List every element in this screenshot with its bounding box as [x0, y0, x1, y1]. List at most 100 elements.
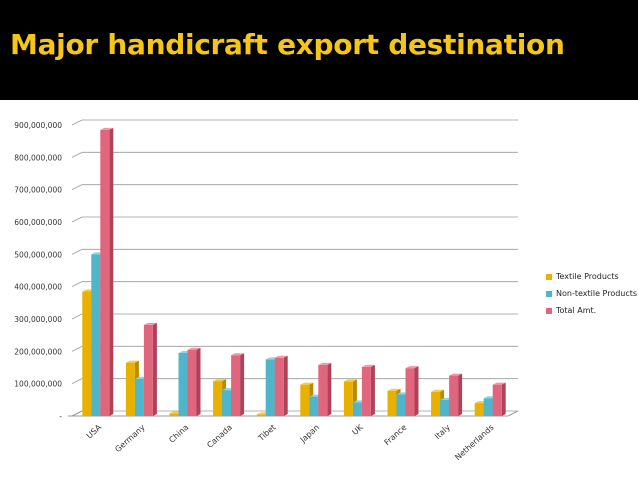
bar-front — [449, 375, 459, 416]
bar-front — [318, 364, 328, 416]
bar-side — [327, 362, 332, 416]
bar-total-amt--netherlands — [492, 382, 506, 416]
bar-front — [125, 362, 135, 416]
x-category-label: France — [383, 423, 409, 448]
bar-side — [458, 373, 463, 416]
bar-top — [187, 347, 201, 350]
bar-front — [300, 384, 310, 416]
bar-top — [387, 388, 401, 391]
y-tick-label: 700,000,000 — [14, 186, 62, 195]
bar-front — [431, 391, 441, 416]
y-tick-label: 200,000,000 — [14, 347, 62, 356]
y-tick-label: 800,000,000 — [14, 153, 62, 162]
y-tick-label: 600,000,000 — [14, 218, 62, 227]
x-category-label: Japan — [298, 423, 321, 445]
gridline-depth — [71, 313, 83, 320]
slide-title: Major handicraft export destination — [10, 28, 565, 61]
bar-front — [343, 381, 353, 416]
x-category-label: Italy — [433, 423, 452, 441]
bar-total-amt--germany — [143, 322, 157, 416]
bar-total-amt--italy — [449, 373, 463, 416]
bar-front — [169, 413, 179, 416]
bar-side — [370, 364, 375, 416]
legend-swatch — [546, 273, 552, 280]
bar-front — [82, 291, 92, 416]
bar-front — [256, 414, 266, 416]
bar-top — [143, 322, 157, 325]
gridline-depth — [71, 378, 83, 385]
bar-front — [387, 390, 397, 416]
gridline-depth — [71, 281, 83, 288]
gridline-depth — [71, 119, 83, 126]
bar-top — [125, 360, 139, 363]
bar-top — [300, 382, 314, 385]
y-tick-label: 400,000,000 — [14, 283, 62, 292]
bar-top — [343, 379, 357, 382]
gridline-depth — [71, 216, 83, 223]
bar-front — [396, 394, 406, 416]
x-category-label: Canada — [205, 423, 234, 450]
bar-top — [231, 353, 245, 356]
bar-front — [474, 403, 484, 416]
legend-item: Non-textile Products — [546, 285, 637, 302]
x-category-label: Germany — [113, 423, 147, 454]
bar-top — [274, 355, 288, 358]
bar-side — [109, 127, 114, 416]
y-tick-label: 300,000,000 — [14, 315, 62, 324]
gridline-depth — [71, 345, 83, 352]
legend-label: Non-textile Products — [556, 289, 638, 298]
y-axis-tick-labels: - 100,000,000 200,000,000 300,000,000 400,00… — [14, 121, 62, 421]
bar-side — [283, 355, 288, 416]
legend-label: Textile Products — [556, 272, 619, 281]
bar-top — [431, 389, 445, 392]
bar-top — [100, 127, 114, 130]
bar-top — [492, 382, 506, 385]
bar-front — [91, 254, 101, 416]
x-axis-category-labels: USA Germany China Canada Tibet Japan UK France I… — [85, 422, 496, 462]
bar-top — [213, 379, 227, 382]
bar-front — [352, 402, 362, 416]
bar-total-amt--uk — [361, 364, 375, 416]
y-tick-label: 500,000,000 — [14, 250, 62, 259]
x-category-label: USA — [85, 422, 104, 440]
x-category-label: Tibet — [256, 423, 278, 444]
y-tick-label: 100,000,000 — [14, 380, 62, 389]
bar-side — [414, 366, 419, 416]
gridline-depth — [71, 410, 83, 417]
bar-top — [318, 362, 332, 365]
chart-legend: Textile Products Non-textile Products Tota… — [546, 268, 637, 319]
bar-total-amt--canada — [231, 353, 245, 416]
bar-front — [274, 357, 284, 416]
legend-label: Total Amt. — [556, 306, 597, 315]
bar-total-amt--china — [187, 347, 201, 416]
legend-swatch — [546, 307, 552, 314]
bar-front — [361, 366, 371, 416]
legend-item: Textile Products — [546, 268, 637, 285]
bar-front — [231, 355, 241, 416]
bar-total-amt--france — [405, 366, 419, 416]
bar-top — [361, 364, 375, 367]
bar-front — [440, 399, 450, 416]
x-category-label: UK — [350, 422, 365, 437]
bar-side — [152, 322, 157, 416]
bar-total-amt--japan — [318, 362, 332, 416]
title-bar: Major handicraft export destination — [0, 0, 638, 100]
bar-front — [265, 359, 275, 416]
x-category-label: China — [167, 423, 190, 445]
bar-front — [100, 129, 110, 416]
chart-bars — [82, 127, 506, 416]
x-category-label: Netherlands — [453, 423, 495, 462]
bar-side — [501, 382, 506, 416]
gridline-depth — [71, 151, 83, 158]
bar-side — [240, 353, 245, 416]
bar-total-amt--usa — [100, 127, 114, 416]
bar-top — [449, 373, 463, 376]
bar-front — [134, 378, 144, 416]
y-tick-label: - — [59, 412, 62, 421]
legend-item: Total Amt. — [546, 302, 637, 319]
bar-top — [405, 366, 419, 369]
bar-front — [143, 324, 153, 416]
legend-swatch — [546, 290, 552, 297]
gridline-depth — [71, 184, 83, 191]
